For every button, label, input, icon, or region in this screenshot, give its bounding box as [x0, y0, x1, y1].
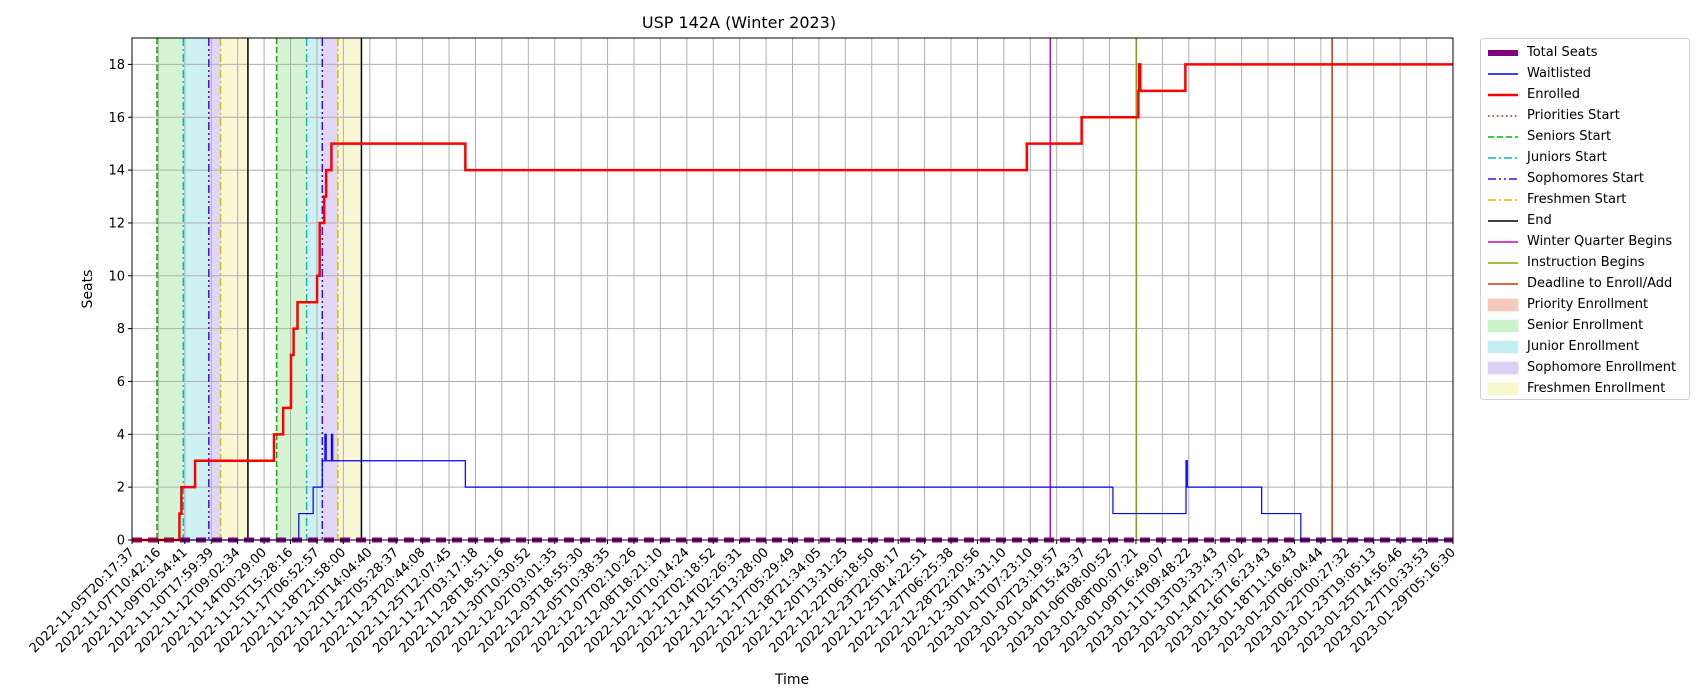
span-sophomore-enrollment [322, 38, 338, 540]
y-axis: 0 2 4 6 8 10 12 14 16 18 [108, 58, 132, 549]
legend-label: Juniors Start [1527, 150, 1607, 165]
enrollment-spans [157, 38, 362, 540]
legend-swatch [1488, 156, 1518, 159]
span-freshmen-enrollment [220, 38, 248, 540]
legend-item: Sophomore Enrollment [1487, 357, 1683, 378]
legend-swatch [1488, 49, 1518, 56]
legend-item: Sophomores Start [1487, 168, 1683, 189]
y-tick-label: 10 [108, 269, 125, 284]
legend-swatch [1487, 298, 1519, 311]
legend-item: Waitlisted [1487, 63, 1683, 84]
legend-label: Priorities Start [1527, 108, 1620, 123]
x-axis-label: Time [774, 672, 809, 688]
y-tick-label: 0 [117, 534, 125, 549]
legend-label: Sophomores Start [1527, 171, 1644, 186]
legend-item: Seniors Start [1487, 126, 1683, 147]
x-axis: 2022-11-05T20:17:372022-11-07T10:42:1620… [27, 540, 1459, 656]
legend-item: Instruction Begins [1487, 252, 1683, 273]
legend-swatch [1488, 240, 1518, 243]
legend-label: Sophomore Enrollment [1527, 360, 1677, 375]
chart-legend: Total Seats Waitlisted Enrolled Priorities … [1480, 38, 1690, 400]
legend-item: Freshmen Start [1487, 189, 1683, 210]
legend-item: Juniors Start [1487, 147, 1683, 168]
legend-swatch [1488, 261, 1518, 264]
legend-item: Deadline to Enroll/Add [1487, 273, 1683, 294]
legend-patch [1487, 340, 1519, 353]
span-freshmen-enrollment [337, 38, 362, 540]
span-junior-enrollment [183, 38, 209, 540]
legend-item: Enrolled [1487, 84, 1683, 105]
legend-item: Junior Enrollment [1487, 336, 1683, 357]
legend-item: Priorities Start [1487, 105, 1683, 126]
y-tick-label: 16 [108, 111, 125, 126]
series-waitlisted [132, 433, 1453, 541]
y-tick-label: 14 [108, 164, 125, 179]
legend-swatch [1488, 135, 1518, 138]
legend-label: Waitlisted [1527, 66, 1592, 81]
legend-swatch [1488, 93, 1518, 96]
legend-item: End [1487, 210, 1683, 231]
series-enrolled [132, 63, 1453, 542]
legend-label: Seniors Start [1527, 129, 1612, 144]
legend-label: Senior Enrollment [1527, 318, 1644, 333]
legend-patch [1487, 361, 1519, 374]
legend-swatch [1488, 219, 1518, 222]
legend-label: Freshmen Start [1527, 192, 1627, 207]
legend-patch [1487, 382, 1519, 395]
legend-swatch [1487, 319, 1519, 332]
legend-swatch [1488, 114, 1518, 117]
y-tick-label: 2 [117, 481, 125, 496]
y-tick-label: 8 [117, 322, 125, 337]
legend-label: Enrolled [1527, 87, 1580, 102]
y-tick-label: 12 [108, 216, 125, 231]
legend-label: Priority Enrollment [1527, 297, 1649, 312]
span-sophomore-enrollment [208, 38, 221, 540]
legend-label: Junior Enrollment [1527, 339, 1640, 354]
legend-swatch [1488, 282, 1518, 285]
legend-swatch [1488, 177, 1518, 180]
span-senior-enrollment [276, 38, 307, 540]
span-senior-enrollment [157, 38, 184, 540]
legend-patch [1487, 298, 1519, 311]
legend-patch [1487, 319, 1519, 332]
legend-item: Freshmen Enrollment [1487, 378, 1683, 399]
legend-swatch [1487, 340, 1519, 353]
legend-label: Total Seats [1527, 45, 1598, 60]
span-junior-enrollment [306, 38, 323, 540]
y-axis-label: Seats [80, 270, 96, 309]
legend-item: Winter Quarter Begins [1487, 231, 1683, 252]
y-tick-label: 4 [117, 428, 125, 443]
legend-swatch [1487, 382, 1519, 395]
chart-title: USP 142A (Winter 2023) [642, 13, 836, 32]
legend-swatch [1487, 361, 1519, 374]
milestone-lines [156, 38, 1333, 540]
legend-item: Senior Enrollment [1487, 315, 1683, 336]
legend-label: Winter Quarter Begins [1527, 234, 1673, 249]
y-tick-label: 6 [117, 375, 125, 390]
legend-swatch [1488, 72, 1518, 75]
y-tick-label: 18 [108, 58, 125, 73]
legend-item: Priority Enrollment [1487, 294, 1683, 315]
legend-label: Freshmen Enrollment [1527, 381, 1666, 396]
legend-item: Total Seats [1487, 42, 1683, 63]
legend-label: End [1527, 213, 1552, 228]
legend-swatch [1488, 198, 1518, 201]
legend-label: Deadline to Enroll/Add [1527, 276, 1673, 291]
legend-label: Instruction Begins [1527, 255, 1645, 270]
